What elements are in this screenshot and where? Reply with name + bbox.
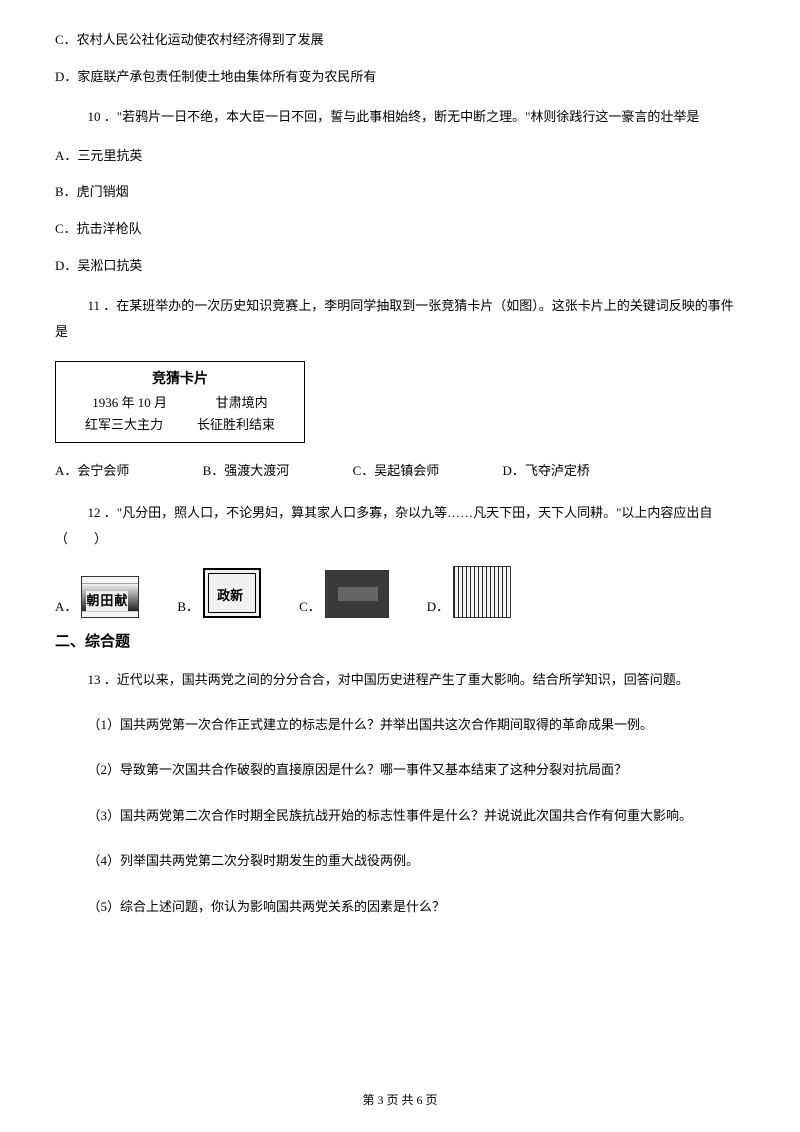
- q13-sub-1: （1）国共两党第一次合作正式建立的标志是什么？并举出国共这次合作期间取得的革命成…: [55, 713, 745, 736]
- q13-stem: 13 ．近代以来，国共两党之间的分分合合，对中国历史进程产生了重大影响。结合所学…: [55, 668, 745, 691]
- q10-option-c: C．抗击洋枪队: [55, 219, 745, 240]
- page-footer: 第 3 页 共 6 页: [0, 1091, 800, 1110]
- q12-label-a: A．: [55, 597, 77, 618]
- q11-option-a: A．会宁会师: [55, 461, 129, 482]
- q13-sub-4: （4）列举国共两党第二次分裂时期发生的重大战役两例。: [55, 849, 745, 872]
- q12-options-row: A． B． C． D．: [55, 566, 745, 618]
- q12-image-c: [325, 570, 389, 618]
- q11-card: 竞猜卡片 1936 年 10 月 甘肃境内 红军三大主力 长征胜利结束: [55, 361, 305, 443]
- q13-number: 13 ．: [88, 672, 117, 687]
- q10-number: 10 ．: [88, 109, 117, 124]
- q12-image-d: [453, 566, 511, 618]
- q11-options-row: A．会宁会师 B．强渡大渡河 C．吴起镇会师 D．飞夺泸定桥: [55, 461, 745, 482]
- q10-stem: 10 ．"若鸦片一日不绝，本大臣一日不回，誓与此事相始终，断无中断之理。"林则徐…: [55, 104, 745, 130]
- q11-option-b: B．强渡大渡河: [203, 461, 290, 482]
- q11-card-r1-left: 1936 年 10 月: [92, 392, 167, 414]
- q10-option-b: B．虎门销烟: [55, 182, 745, 203]
- q10-option-d: D．吴淞口抗英: [55, 256, 745, 277]
- q11-option-d: D．飞夺泸定桥: [502, 461, 589, 482]
- prior-option-d: D．家庭联产承包责任制使土地由集体所有变为农民所有: [55, 67, 745, 88]
- q13-sub-5: （5）综合上述问题，你认为影响国共两党关系的因素是什么？: [55, 895, 745, 918]
- section-2-title: 二、综合题: [55, 630, 745, 654]
- q10-option-a: A．三元里抗英: [55, 146, 745, 167]
- q12-number: 12 ．: [88, 505, 117, 520]
- q12-label-c: C．: [299, 597, 321, 618]
- q11-option-c: C．吴起镇会师: [353, 461, 440, 482]
- q11-card-title: 竞猜卡片: [68, 368, 292, 392]
- q11-card-r2-right: 长征胜利结束: [197, 414, 275, 436]
- q12-label-d: D．: [427, 597, 449, 618]
- q11-card-r2-left: 红军三大主力: [85, 414, 163, 436]
- q12-image-b: [203, 568, 261, 618]
- q13-sub-2: （2）导致第一次国共合作破裂的直接原因是什么？哪一事件又基本结束了这种分裂对抗局…: [55, 758, 745, 781]
- q13-sub-3: （3）国共两党第二次合作时期全民族抗战开始的标志性事件是什么？并说说此次国共合作…: [55, 804, 745, 827]
- q11-number: 11 ．: [88, 298, 117, 313]
- q11-card-r1-right: 甘肃境内: [216, 392, 268, 414]
- q11-stem: 11 ．在某班举办的一次历史知识竞赛上，李明同学抽取到一张竞猜卡片（如图）。这张…: [55, 293, 745, 345]
- q12-image-a: [81, 576, 139, 618]
- prior-option-c: C．农村人民公社化运动使农村经济得到了发展: [55, 30, 745, 51]
- q12-label-b: B．: [177, 597, 199, 618]
- q12-stem: 12 ．"凡分田，照人口，不论男妇，算其家人口多寡，杂以九等……凡天下田，天下人…: [55, 500, 745, 552]
